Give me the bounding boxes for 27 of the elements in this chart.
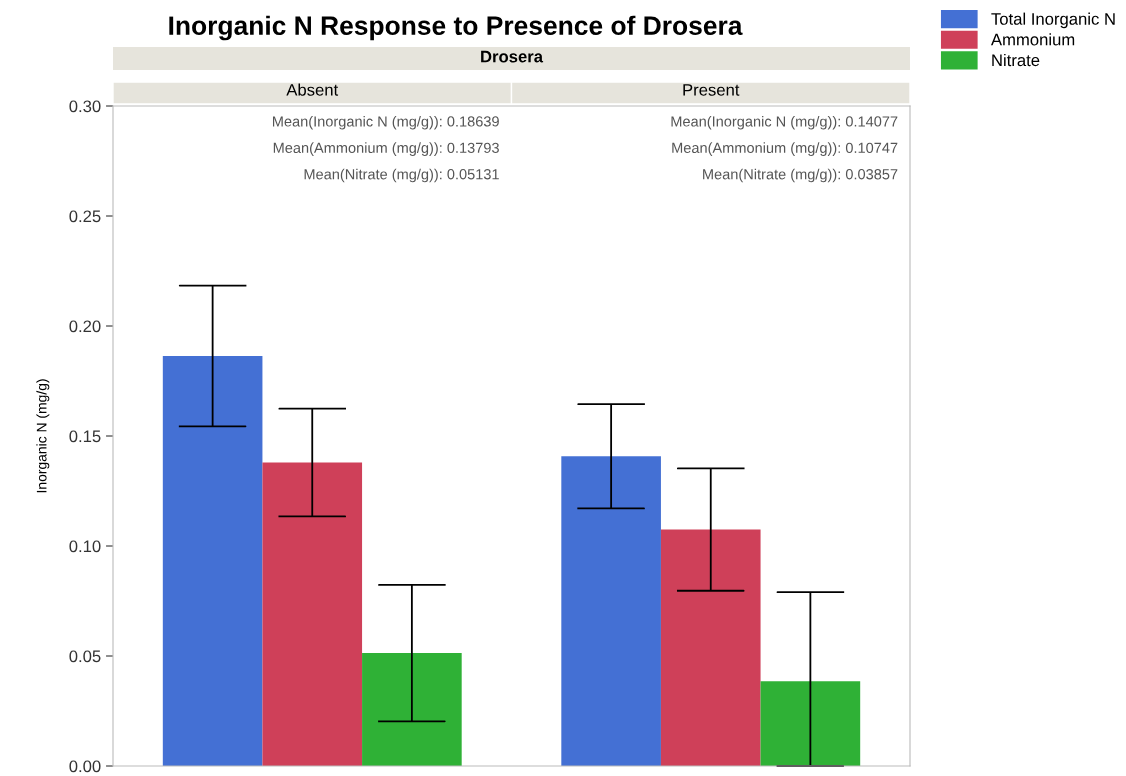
bar [561, 456, 661, 766]
chart-title: Inorganic N Response to Presence of Drosera [169, 15, 743, 41]
y-tick-label: 0.15 [69, 430, 101, 443]
chart-subtitle: Drosera [481, 50, 544, 63]
bar [660, 529, 761, 766]
legend-label: Ammonium [990, 33, 1075, 46]
y-tick-label: 0.00 [69, 760, 101, 773]
y-tick-label: 0.30 [69, 100, 101, 113]
y-tick-label: 0.25 [69, 210, 101, 223]
x-tick-label: Present [683, 84, 740, 96]
y-axis-title: Inorganic N (mg/g) [36, 379, 50, 493]
annotation: Mean(Inorganic N (mg/g)): 0.18639 [272, 115, 499, 130]
annotation: Mean(Nitrate (mg/g)): 0.03857 [703, 168, 898, 183]
bar [760, 681, 861, 766]
annotation: Mean(Ammonium (mg/g)): 0.10747 [672, 142, 898, 156]
annotation: Mean(Ammonium (mg/g)): 0.13793 [273, 142, 499, 156]
legend-label: Total Inorganic N [991, 12, 1115, 29]
bar [162, 355, 263, 766]
bar [362, 653, 462, 766]
annotation: Mean(Inorganic N (mg/g)): 0.14077 [671, 115, 898, 130]
y-tick-label: 0.20 [69, 320, 101, 333]
legend-label: Nitrate [992, 53, 1040, 67]
x-tick-label: Absent [286, 83, 339, 96]
y-tick-label: 0.05 [69, 650, 101, 663]
bar [262, 462, 363, 766]
annotation: Mean(Nitrate (mg/g)): 0.05131 [304, 168, 499, 183]
y-tick-label: 0.10 [69, 540, 101, 553]
